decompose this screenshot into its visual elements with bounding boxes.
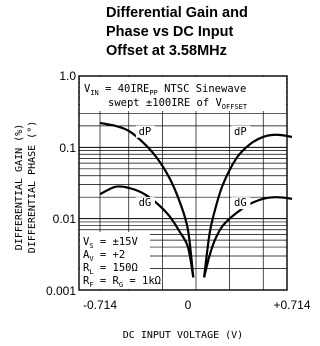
curve-labels: dP dP dG dG: [135, 125, 251, 210]
conditions-top-box: [80, 77, 286, 111]
plot-frame: [78, 75, 288, 291]
condition-vs: VS = ±15V: [83, 236, 138, 250]
conditions-bottom-box: [80, 232, 150, 289]
conditions-top-line-2: swept ±100IRE of VOFFSET: [108, 97, 248, 111]
y-tick-label-1: 1.0: [59, 69, 76, 83]
chart-title-line-2: Phase vs DC Input: [106, 24, 234, 40]
chart-title-line-1: Differential Gain and: [106, 5, 248, 21]
curve-label-dg: dG: [234, 197, 247, 209]
x-tick-label-left: -0.714: [83, 298, 117, 312]
y-axis-label-gain: DIFFERENTIAL GAIN (%): [14, 124, 25, 250]
condition-av: AV = +2: [83, 249, 125, 263]
series-dg-right: [202, 196, 293, 278]
y-tick-label-0p001: 0.001: [46, 284, 76, 298]
y-axis-label-phase: DIFFERENTIAL PHASE (°): [27, 121, 38, 253]
chart-title-line-3: Offset at 3.58MHz: [106, 43, 227, 59]
curve-label-bg: [231, 197, 251, 210]
condition-rl: RL = 150Ω: [83, 262, 138, 276]
chart-title: Differential Gain and Phase vs DC Input …: [106, 4, 306, 61]
condition-rf-rg: RF = RG = 1kΩ: [83, 275, 161, 289]
curve-label-dp: dP: [139, 126, 152, 138]
curve-label-dg: dG: [139, 197, 152, 209]
x-tick-label-right: +0.714: [273, 298, 310, 312]
y-tick-label-0p01: 0.01: [53, 212, 77, 226]
curve-label-dp: dP: [234, 126, 247, 138]
curve-label-bg: [231, 125, 251, 138]
conditions-top-line-1: VIN = 40IREPP NTSC Sinewave: [84, 83, 246, 97]
y-tick-label-0p1: 0.1: [59, 141, 76, 155]
x-tick-label-center: 0: [185, 298, 192, 312]
curve-label-bg: [135, 125, 155, 138]
curves: [99, 121, 293, 278]
x-axis-label: DC INPUT VOLTAGE (V): [123, 330, 243, 341]
series-dg-left: [99, 185, 195, 278]
series-dp-left: [99, 121, 195, 278]
curve-label-bg: [135, 197, 155, 210]
series-dp-right: [202, 133, 293, 278]
